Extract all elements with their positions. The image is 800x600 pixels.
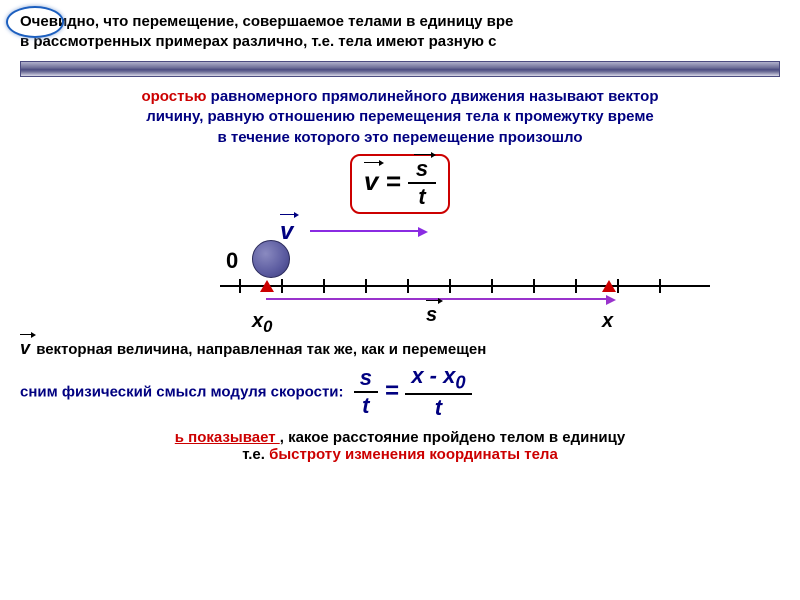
velocity-formula: v = s t [350,154,450,214]
t-sym: t [408,184,436,208]
concl-red1: ь показывает [175,429,280,446]
x0-marker [260,280,274,292]
def-blue: равномерного прямолинейного движения наз… [206,88,658,105]
number-axis [220,276,710,306]
meaning-text: сним физический смысл модуля скорости: [20,383,344,400]
s-over-t: s t [408,158,436,208]
v-arrow [310,230,420,232]
def-red: оростью [141,88,206,105]
v-label: v [280,218,293,246]
conclusion-text: ь показывает , какое расстояние пройдено… [20,429,780,463]
formula-row: v = s t [20,148,780,214]
x-end-label: x [602,310,613,333]
def-l3: в течение которого это перемещение произ… [217,129,582,146]
body-icon [252,240,290,278]
concl-red2: быстроту изменения координаты тела [269,446,558,463]
meaning-row: сним физический смысл модуля скорости: s… [20,365,780,420]
intro-highlight: Очевидно [20,12,95,32]
vector-text: векторная величина, направленная так же,… [36,341,486,358]
intro-word: Очевидно [20,13,95,30]
x0-label: x0 [252,310,272,337]
concl-rest: , какое расстояние пройдено телом в един… [280,429,625,446]
intro-text: Очевидно , что перемещение, совершаемое … [20,12,780,51]
definition-text: оростью равномерного прямолинейного движ… [20,87,780,148]
s-sym: s [416,156,428,181]
v-sym: v [364,166,378,196]
intro-line2: в рассмотренных примерах различно, т.е. … [20,33,497,50]
x-marker [602,280,616,292]
divider-bar [20,61,780,77]
modulus-equation: s t = x - x0 t [354,365,472,420]
vector-statement: v векторная величина, направленная так ж… [20,338,780,359]
def-l2: личину, равную отношению перемещения тел… [146,108,654,125]
zero-label: 0 [226,248,238,274]
eq-sign: = [378,166,408,196]
number-line-diagram: v 0 x x0 s x [20,218,780,338]
s-label: s [426,304,437,327]
concl-l2a: т.е. [242,446,269,463]
intro-rest1: , что перемещение, совершаемое телами в … [95,13,513,30]
v-vector: v [364,166,378,197]
